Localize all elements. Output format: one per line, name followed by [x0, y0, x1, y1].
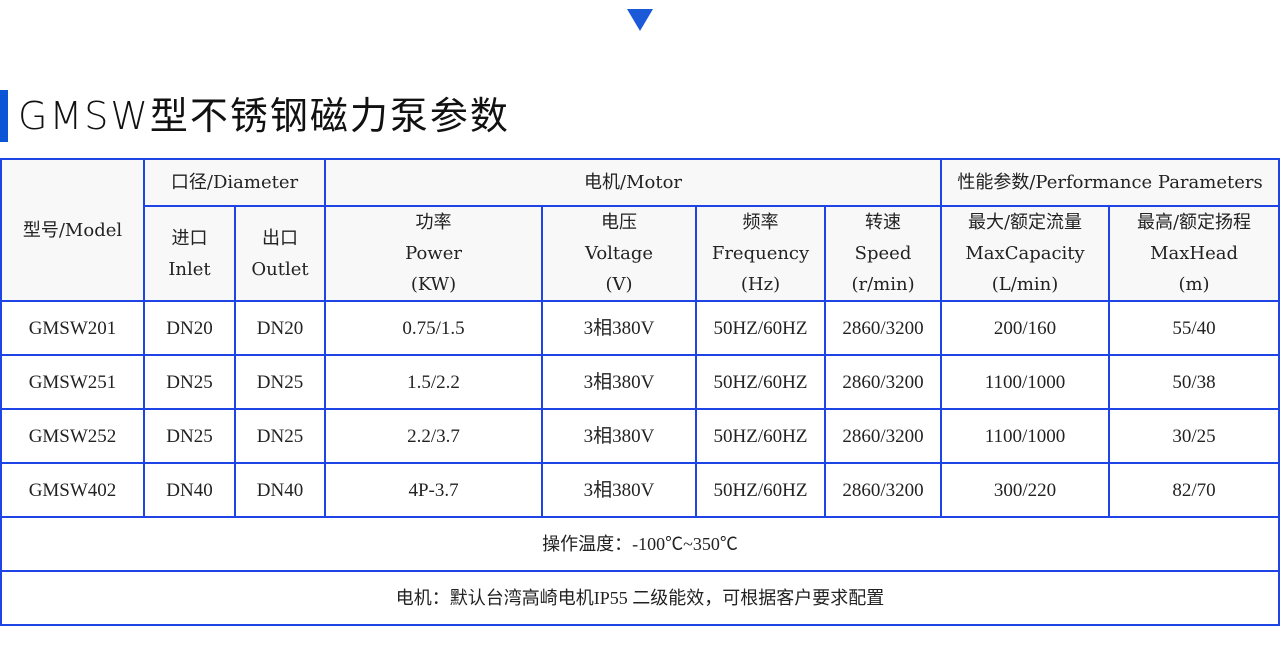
- table-row: GMSW251 DN25 DN25 1.5/2.2 3相380V 50HZ/60HZ 286…: [0, 354, 1280, 410]
- header-capacity: 最大/额定流量 MaxCapacity (L/min): [940, 205, 1111, 302]
- spec-table: 型号/Model 口径/Diameter 电机/Motor 性能参数/Perfo…: [0, 158, 1280, 626]
- cell-frequency: 50HZ/60HZ: [695, 408, 827, 464]
- header-speed-cn: 转速: [865, 212, 902, 233]
- title-accent-bar: [0, 90, 8, 142]
- header-diameter: 口径/Diameter: [142, 158, 327, 207]
- header-voltage-unit: (V): [605, 274, 633, 295]
- cell-inlet: DN25: [143, 354, 236, 410]
- cell-head: 55/40: [1108, 300, 1280, 356]
- cell-voltage: 3相380V: [541, 408, 698, 464]
- cell-capacity: 1100/1000: [940, 354, 1111, 410]
- note-motor: 电机：默认台湾高崎电机IP55 二级能效，可根据客户要求配置: [0, 570, 1280, 626]
- header-capacity-unit: (L/min): [991, 274, 1059, 295]
- header-voltage-cn: 电压: [601, 212, 638, 233]
- header-speed: 转速 Speed (r/min): [824, 205, 943, 302]
- header-motor: 电机/Motor: [324, 158, 943, 207]
- cell-inlet: DN40: [143, 462, 236, 518]
- cell-frequency: 50HZ/60HZ: [695, 354, 827, 410]
- header-head-en: MaxHead: [1150, 243, 1238, 264]
- header-speed-en: Speed: [854, 243, 912, 264]
- note-temperature: 操作温度：-100℃~350℃: [0, 516, 1280, 572]
- table-row: GMSW402 DN40 DN40 4P-3.7 3相380V 50HZ/60HZ 2860…: [0, 462, 1280, 518]
- header-model: 型号/Model: [0, 158, 145, 302]
- cell-frequency: 50HZ/60HZ: [695, 300, 827, 356]
- cell-power: 4P-3.7: [324, 462, 544, 518]
- cell-model: GMSW201: [0, 300, 145, 356]
- cell-voltage: 3相380V: [541, 462, 698, 518]
- cell-speed: 2860/3200: [824, 462, 943, 518]
- table-row: GMSW252 DN25 DN25 2.2/3.7 3相380V 50HZ/60HZ 286…: [0, 408, 1280, 464]
- header-head-unit: (m): [1178, 274, 1210, 295]
- header-capacity-cn: 最大/额定流量: [967, 212, 1083, 233]
- header-power-unit: (KW): [410, 274, 457, 295]
- cell-voltage: 3相380V: [541, 300, 698, 356]
- note-row-motor: 电机：默认台湾高崎电机IP55 二级能效，可根据客户要求配置: [0, 570, 1280, 626]
- cell-outlet: DN20: [233, 300, 327, 356]
- cell-inlet: DN25: [143, 408, 236, 464]
- cell-speed: 2860/3200: [824, 300, 943, 356]
- cell-head: 30/25: [1108, 408, 1280, 464]
- header-frequency-en: Frequency: [711, 243, 810, 264]
- header-frequency-cn: 频率: [742, 212, 779, 233]
- cell-power: 0.75/1.5: [324, 300, 544, 356]
- cell-model: GMSW402: [0, 462, 145, 518]
- header-outlet: 出口 Outlet: [233, 205, 327, 302]
- header-frequency: 频率 Frequency (Hz): [695, 205, 827, 302]
- table-row: GMSW201 DN20 DN20 0.75/1.5 3相380V 50HZ/60HZ 28…: [0, 300, 1280, 356]
- header-voltage: 电压 Voltage (V): [541, 205, 698, 302]
- cell-capacity: 300/220: [940, 462, 1111, 518]
- cell-power: 1.5/2.2: [324, 354, 544, 410]
- header-power-cn: 功率: [415, 212, 452, 233]
- cell-inlet: DN20: [143, 300, 236, 356]
- cell-model: GMSW252: [0, 408, 145, 464]
- header-outlet-cn: 出口: [262, 227, 298, 249]
- header-capacity-en: MaxCapacity: [965, 243, 1085, 264]
- header-speed-unit: (r/min): [851, 274, 915, 295]
- header-head-cn: 最高/额定扬程: [1136, 212, 1252, 233]
- cell-frequency: 50HZ/60HZ: [695, 462, 827, 518]
- header-inlet-cn: 进口: [171, 227, 208, 249]
- cell-head: 82/70: [1108, 462, 1280, 518]
- page-title: GMSW型不锈钢磁力泵参数: [18, 94, 510, 138]
- cell-speed: 2860/3200: [824, 354, 943, 410]
- cell-outlet: DN25: [233, 354, 327, 410]
- header-voltage-en: Voltage: [584, 243, 654, 264]
- header-performance: 性能参数/Performance Parameters: [940, 158, 1280, 207]
- header-outlet-en: Outlet: [251, 258, 309, 280]
- header-row-2: 进口 Inlet 出口 Outlet 功率 Power (KW) 电压 Voltage (V…: [1, 205, 1280, 302]
- note-row-temperature: 操作温度：-100℃~350℃: [0, 516, 1280, 572]
- header-frequency-unit: (Hz): [740, 274, 781, 295]
- down-arrow-icon: [627, 9, 653, 31]
- header-inlet-en: Inlet: [168, 258, 211, 280]
- header-power-en: Power: [405, 243, 462, 264]
- cell-capacity: 1100/1000: [940, 408, 1111, 464]
- cell-head: 50/38: [1108, 354, 1280, 410]
- header-head: 最高/额定扬程 MaxHead (m): [1108, 205, 1280, 302]
- cell-voltage: 3相380V: [541, 354, 698, 410]
- cell-outlet: DN25: [233, 408, 327, 464]
- cell-outlet: DN40: [233, 462, 327, 518]
- cell-capacity: 200/160: [940, 300, 1111, 356]
- header-row-1: 型号/Model 口径/Diameter 电机/Motor 性能参数/Perfo…: [0, 158, 1280, 302]
- cell-speed: 2860/3200: [824, 408, 943, 464]
- cell-model: GMSW251: [0, 354, 145, 410]
- cell-power: 2.2/3.7: [324, 408, 544, 464]
- header-inlet: 进口 Inlet: [143, 205, 236, 302]
- header-power: 功率 Power (KW): [324, 205, 544, 302]
